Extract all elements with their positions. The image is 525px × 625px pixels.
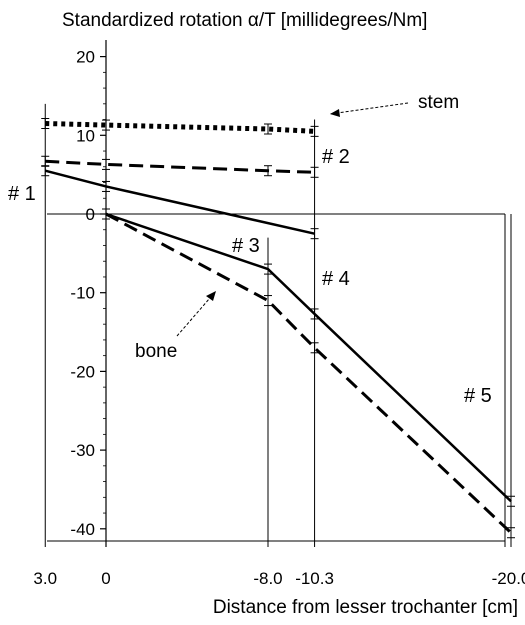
- chart-title: Standardized rotation α/T [millidegrees/…: [62, 10, 427, 31]
- label-stem: stem: [418, 92, 459, 113]
- stem-arrow-head: [330, 109, 340, 117]
- x-tick-label: -10.3: [295, 569, 334, 588]
- x-axis-label: Distance from lesser trochanter [cm]: [213, 597, 518, 618]
- y-tick-label: 10: [76, 126, 95, 145]
- label-n1: # 1: [8, 183, 36, 205]
- y-tick-label: -30: [70, 441, 95, 460]
- series-line-4: [105, 212, 512, 503]
- x-tick-label: 0: [101, 569, 110, 588]
- series-line-5: [105, 212, 513, 534]
- label-bone: bone: [135, 341, 177, 362]
- stem-arrow-line: [329, 102, 409, 115]
- series-line-2: [45, 159, 315, 174]
- x-tick-label: -20.0: [492, 569, 525, 588]
- label-n4: # 4: [322, 268, 350, 290]
- label-n5: # 5: [464, 385, 492, 407]
- y-tick-label: 20: [76, 48, 95, 67]
- tick-layer: 3.0 0 -8.0 -10.3 -20.0 20 10 0 -10 -20 -30 -40: [33, 48, 525, 588]
- x-tick-label: -8.0: [253, 569, 282, 588]
- series-line-3: [44, 169, 315, 235]
- label-n3: # 3: [232, 235, 260, 257]
- y-tick-label: 0: [86, 205, 95, 224]
- plot-frame: [44, 40, 512, 547]
- y-tick-label: -20: [70, 362, 95, 381]
- series-layer: [41, 117, 515, 539]
- y-tick-label: -10: [70, 284, 95, 303]
- bone-arrow-head: [206, 291, 216, 301]
- y-tick-label: -40: [70, 520, 95, 539]
- x-tick-label: 3.0: [33, 569, 57, 588]
- label-n2: # 2: [322, 146, 350, 168]
